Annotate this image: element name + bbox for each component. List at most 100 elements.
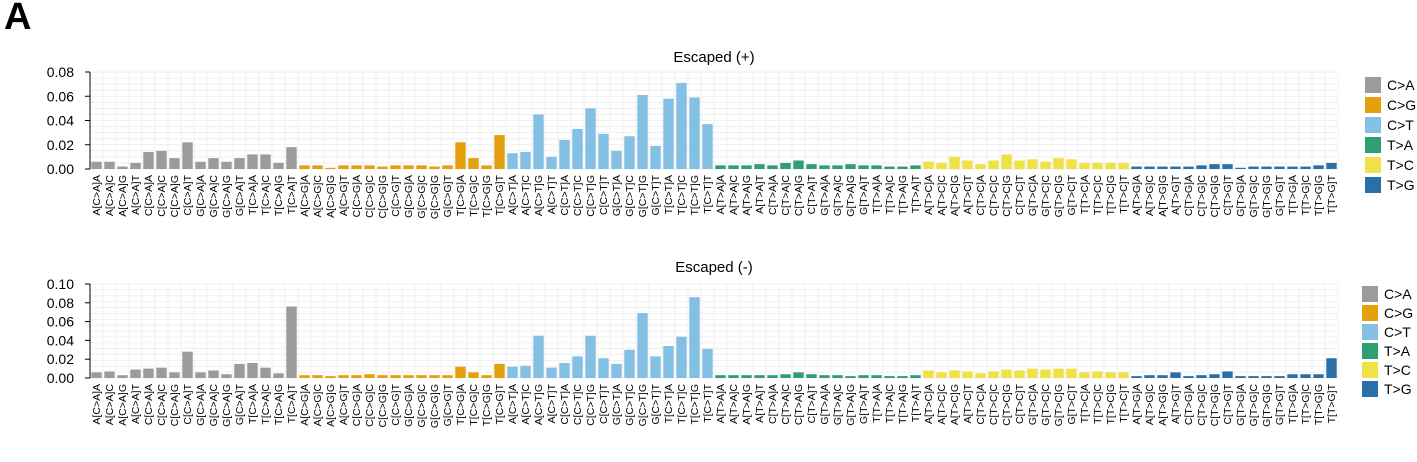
bar	[910, 375, 921, 378]
bar	[1261, 166, 1272, 169]
legend-label: T>A	[1384, 343, 1411, 359]
x-tick-label: T[T>C]G	[1105, 384, 1117, 425]
bar	[1066, 368, 1077, 378]
bar	[208, 158, 219, 169]
bar	[1092, 162, 1103, 169]
x-tick-label: T[C>A]C	[260, 384, 272, 425]
y-tick-label: 0.04	[47, 113, 74, 129]
bar	[806, 374, 817, 378]
bar	[286, 147, 297, 169]
y-tick-label: 0.10	[47, 276, 74, 292]
x-tick-label: A[T>C]T	[962, 383, 974, 423]
bar	[767, 375, 778, 378]
bar	[1326, 162, 1337, 169]
bar	[182, 351, 193, 378]
x-tick-label: G[T>C]C	[1040, 175, 1052, 217]
bar	[728, 375, 739, 378]
bar	[442, 375, 453, 378]
x-tick-label: G[C>A]T	[234, 383, 246, 425]
y-tick-label: 0.00	[47, 161, 74, 177]
x-tick-label: C[T>A]T	[806, 383, 818, 423]
bar	[923, 370, 934, 378]
x-tick-label: G[T>C]C	[1040, 384, 1052, 426]
bar	[481, 375, 492, 378]
bar	[962, 371, 973, 378]
bar	[1261, 376, 1272, 378]
x-tick-label: T[T>A]C	[884, 175, 896, 215]
x-tick-label: T[C>G]T	[494, 174, 506, 215]
bar	[195, 372, 206, 378]
legend-label: C>T	[1387, 117, 1414, 133]
bar	[234, 363, 245, 378]
legend: C>A C>G C>T T>A T>C T>G	[1362, 286, 1413, 397]
x-tick-label: C[C>A]A	[143, 384, 155, 425]
x-tick-label: T[C>T]G	[689, 384, 701, 425]
x-tick-label: T[T>A]C	[884, 384, 896, 424]
x-tick-label: A[T>C]A	[923, 384, 935, 424]
bar	[559, 362, 570, 378]
x-tick-label: C[T>C]G	[1001, 384, 1013, 426]
x-tick-label: G[C>T]C	[624, 175, 636, 217]
x-tick-label: A[T>C]C	[936, 384, 948, 425]
bar	[832, 375, 843, 378]
legend-swatch	[1365, 177, 1381, 193]
x-tick-label: A[C>A]C	[104, 175, 116, 217]
bar	[377, 375, 388, 378]
bar	[624, 136, 635, 169]
x-tick-label: A[T>A]T	[754, 174, 766, 213]
bar	[1118, 372, 1129, 378]
x-tick-label: A[T>G]T	[1170, 174, 1182, 215]
bar	[1001, 154, 1012, 169]
bar	[533, 335, 544, 378]
x-tick-label: A[T>G]G	[1157, 175, 1169, 217]
legend-swatch	[1365, 77, 1381, 93]
x-tick-label: G[C>G]G	[429, 175, 441, 219]
legend-label: T>C	[1384, 362, 1411, 378]
x-tick-label: A[T>C]T	[962, 174, 974, 214]
x-tick-label: G[T>G]C	[1248, 384, 1260, 427]
x-tick-label: C[C>G]T	[390, 383, 402, 425]
x-tick-label: G[T>G]A	[1235, 175, 1247, 217]
bar	[338, 375, 349, 378]
bar	[585, 335, 596, 378]
bar	[1040, 369, 1051, 378]
bar	[1066, 159, 1077, 169]
x-tick-label: A[T>G]A	[1131, 175, 1143, 216]
x-tick-label: T[T>G]T	[1326, 383, 1338, 423]
bar	[403, 165, 414, 169]
bar	[117, 375, 128, 378]
x-tick-label: T[T>G]A	[1287, 384, 1299, 424]
bar	[507, 153, 518, 169]
legend-label: T>G	[1384, 381, 1412, 397]
x-tick-label: T[T>G]A	[1287, 175, 1299, 215]
x-tick-label: T[C>T]G	[689, 175, 701, 216]
x-tick-label: G[T>C]T	[1066, 174, 1078, 215]
x-tick-label: T[C>A]T	[286, 174, 298, 214]
x-tick-label: A[C>A]G	[117, 384, 129, 426]
x-tick-label: A[T>A]A	[715, 384, 727, 423]
x-tick-label: C[C>T]G	[585, 384, 597, 426]
bar	[429, 375, 440, 378]
y-tick-label: 0.06	[47, 314, 74, 330]
x-tick-label: G[T>A]T	[858, 383, 870, 424]
legend-swatch	[1365, 157, 1381, 173]
y-tick-label: 0.02	[47, 351, 74, 367]
bar	[182, 142, 193, 169]
chart-title: Escaped (+)	[673, 49, 754, 66]
x-tick-label: A[T>G]A	[1131, 384, 1143, 425]
bar	[676, 82, 687, 169]
x-tick-label: T[C>A]T	[286, 383, 298, 423]
bar	[234, 158, 245, 169]
x-tick-label: A[T>G]C	[1144, 175, 1156, 217]
x-tick-label: G[T>A]T	[858, 174, 870, 215]
bar	[1274, 376, 1285, 378]
bar	[1300, 374, 1311, 378]
bar	[143, 152, 154, 169]
bar	[273, 162, 284, 169]
x-tick-label: C[T>G]G	[1209, 175, 1221, 217]
bar	[104, 371, 115, 378]
x-tick-label: G[T>C]A	[1027, 175, 1039, 216]
x-tick-label: C[C>T]T	[598, 383, 610, 424]
bar	[1157, 166, 1168, 169]
bar	[403, 375, 414, 378]
